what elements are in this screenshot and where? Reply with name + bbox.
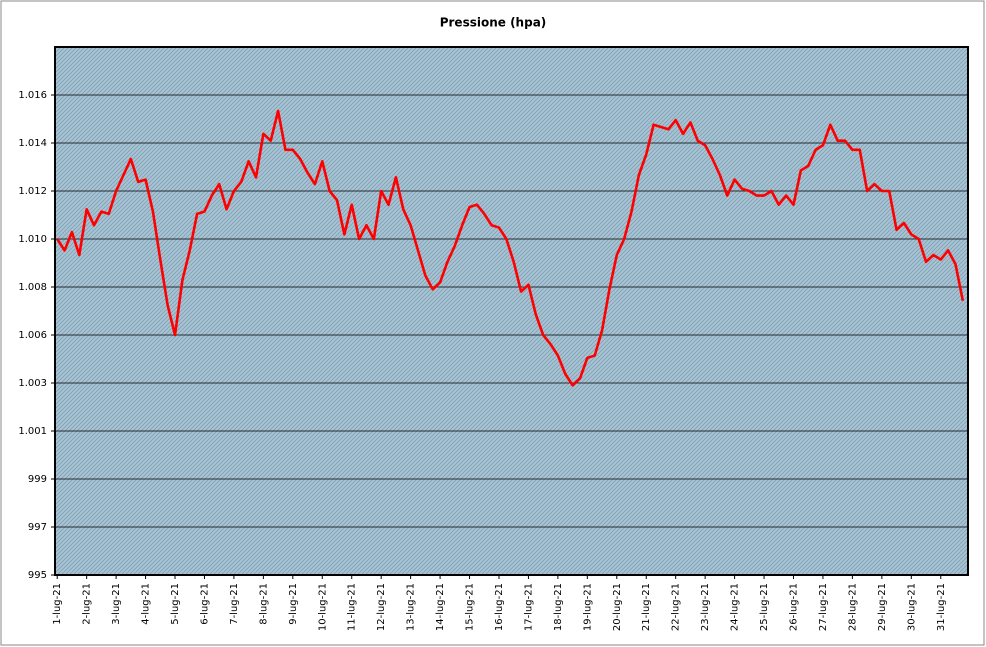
x-tick-label: 13-lug-21 [406,583,417,631]
x-tick-label: 3-lug-21 [111,583,122,625]
y-tick-label: 1.016 [18,90,47,101]
y-tick-label: 1.014 [18,138,47,149]
plot-border [54,46,969,576]
x-tick-label: 27-lug-21 [818,583,829,631]
x-tick-label: 22-lug-21 [671,583,682,631]
x-tick-label: 7-lug-21 [229,583,240,625]
x-tick-label: 25-lug-21 [759,583,770,631]
x-tick-label: 9-lug-21 [288,583,299,625]
x-tick-label: 24-lug-21 [730,583,741,631]
y-tick-label: 1.006 [18,330,47,341]
x-tick-label: 12-lug-21 [376,583,387,631]
y-tick-label: 1.010 [18,234,47,245]
y-tick-label: 999 [28,474,47,485]
x-tick-label: 18-lug-21 [553,583,564,631]
x-tick-label: 6-lug-21 [199,583,210,625]
x-tick-label: 1-lug-21 [52,583,63,625]
x-tick-label: 30-lug-21 [906,583,917,631]
y-tick-label: 997 [28,522,47,533]
y-tick-label: 1.001 [18,426,47,437]
x-tick-label: 4-lug-21 [141,583,152,625]
y-tick-label: 1.008 [18,282,47,293]
x-tick-label: 31-lug-21 [936,583,947,631]
y-tick-label: 1.012 [18,186,47,197]
x-tick-label: 11-lug-21 [347,583,358,631]
x-tick-label: 17-lug-21 [523,583,534,631]
x-tick-label: 8-lug-21 [258,583,269,625]
x-tick-label: 26-lug-21 [788,583,799,631]
x-tick-label: 19-lug-21 [582,583,593,631]
x-tick-label: 23-lug-21 [700,583,711,631]
x-tick-label: 28-lug-21 [847,583,858,631]
x-tick-label: 20-lug-21 [612,583,623,631]
x-tick-label: 21-lug-21 [641,583,652,631]
chart-title: Pressione (hpa) [440,16,547,30]
x-tick-label: 15-lug-21 [465,583,476,631]
x-tick-label: 29-lug-21 [877,583,888,631]
x-tick-label: 16-lug-21 [494,583,505,631]
plot-area [55,47,968,575]
x-tick-label: 2-lug-21 [82,583,93,625]
x-tick-label: 5-lug-21 [170,583,181,625]
y-tick-label: 1.003 [18,378,47,389]
x-tick-label: 10-lug-21 [317,583,328,631]
series-line [56,109,965,387]
y-tick-label: 995 [28,570,47,581]
x-tick-label: 14-lug-21 [435,583,446,631]
